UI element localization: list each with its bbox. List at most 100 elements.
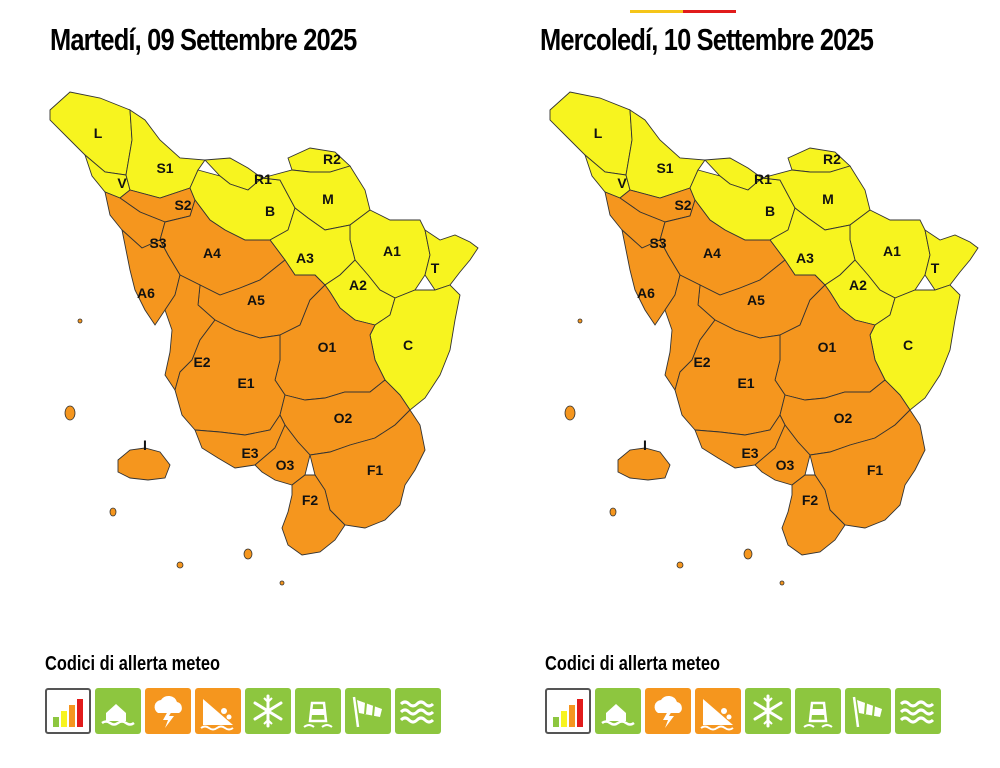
risk-level-icon[interactable]	[545, 688, 591, 734]
zone-label-o2: O2	[834, 410, 853, 426]
hydro-flood-icon[interactable]	[95, 688, 141, 734]
sea-storm-icon[interactable]	[895, 688, 941, 734]
snow-icon[interactable]	[245, 688, 291, 734]
sea-storm-icon[interactable]	[395, 688, 441, 734]
zone-label-f2: F2	[302, 492, 319, 508]
risk-level-icon[interactable]	[45, 688, 91, 734]
zone-label-s3: S3	[149, 235, 166, 251]
hydro-flood-icon[interactable]	[595, 688, 641, 734]
legend-title: Codici di allerta meteo	[45, 653, 220, 675]
zone-label-a6: A6	[137, 285, 155, 301]
zone-label-t: T	[431, 260, 440, 276]
zone-i[interactable]	[117, 447, 171, 481]
zone-label-f1: F1	[867, 462, 884, 478]
zone-f2[interactable]	[281, 474, 346, 556]
zone-label-r1: R1	[754, 171, 772, 187]
zone-label-a5: A5	[247, 292, 265, 308]
zone-label-i: I	[643, 437, 647, 453]
zone-label-e3: E3	[241, 445, 258, 461]
top-color-strip	[630, 0, 737, 13]
zone-label-o3: O3	[276, 457, 295, 473]
zone-label-m: M	[822, 191, 834, 207]
zone-label-a1: A1	[383, 243, 401, 259]
zone-label-r1: R1	[254, 171, 272, 187]
island-0	[564, 405, 576, 421]
alert-icons-row	[545, 688, 941, 734]
map-regions	[49, 91, 479, 586]
zone-t[interactable]	[924, 229, 979, 291]
zone-label-a2: A2	[849, 277, 867, 293]
forecast-panel-day1: Martedí, 09 Settembre 2025 L V S1 S2 S3 R1 R2 B…	[45, 22, 479, 734]
zone-label-c: C	[903, 337, 913, 353]
day-title: Mercoledí, 10 Settembre 2025	[540, 22, 874, 57]
zone-label-s3: S3	[649, 235, 666, 251]
landslide-icon[interactable]	[195, 688, 241, 734]
zone-label-a5: A5	[747, 292, 765, 308]
day-title: Martedí, 09 Settembre 2025	[50, 22, 357, 57]
thunderstorm-icon[interactable]	[145, 688, 191, 734]
zone-label-o1: O1	[818, 339, 837, 355]
zone-label-s1: S1	[156, 160, 173, 176]
zone-label-s2: S2	[174, 197, 191, 213]
zone-label-a2: A2	[349, 277, 367, 293]
zone-label-s1: S1	[656, 160, 673, 176]
alert-icons-row	[45, 688, 441, 734]
map-labels: L V S1 S2 S3 R1 R2 B M A1 T A3 A2 C A4 A6 A5 O1 E2 E1 O2 E3 O3…	[594, 125, 940, 508]
island-5	[77, 318, 83, 324]
strip-yellow	[630, 10, 683, 13]
zone-label-a4: A4	[703, 245, 721, 261]
zone-label-e3: E3	[741, 445, 758, 461]
zone-label-r2: R2	[823, 151, 841, 167]
island-2	[743, 548, 753, 560]
island-0	[64, 405, 76, 421]
island-1	[109, 507, 117, 517]
zone-label-o2: O2	[334, 410, 353, 426]
zone-label-r2: R2	[323, 151, 341, 167]
zone-label-v: V	[117, 175, 127, 191]
wind-icon[interactable]	[345, 688, 391, 734]
map-labels: L V S1 S2 S3 R1 R2 B M A1 T A3 A2 C A4 A6 A5 O1 E2 E1 O2 E3 O3…	[94, 125, 440, 508]
zone-label-l: L	[94, 125, 103, 141]
landslide-icon[interactable]	[695, 688, 741, 734]
tuscany-alert-map: L V S1 S2 S3 R1 R2 B M A1 T A3 A2 C A4 A6 A5 O1 E2 E1 O2 E3 O3…	[49, 91, 479, 586]
zone-label-s2: S2	[674, 197, 691, 213]
zone-label-a4: A4	[203, 245, 221, 261]
island-4	[779, 580, 785, 586]
zone-label-v: V	[617, 175, 627, 191]
zone-label-l: L	[594, 125, 603, 141]
zone-label-c: C	[403, 337, 413, 353]
ice-icon[interactable]	[295, 688, 341, 734]
zone-label-f1: F1	[367, 462, 384, 478]
zone-label-e2: E2	[193, 354, 210, 370]
zone-label-f2: F2	[802, 492, 819, 508]
wind-icon[interactable]	[845, 688, 891, 734]
legend-title: Codici di allerta meteo	[545, 653, 720, 675]
zone-label-a6: A6	[637, 285, 655, 301]
zone-label-i: I	[143, 437, 147, 453]
strip-red	[683, 10, 736, 13]
snow-icon[interactable]	[745, 688, 791, 734]
tuscany-alert-map: L V S1 S2 S3 R1 R2 B M A1 T A3 A2 C A4 A6 A5 O1 E2 E1 O2 E3 O3…	[549, 91, 979, 586]
map-regions	[549, 91, 979, 586]
zone-f2[interactable]	[781, 474, 846, 556]
zone-label-o1: O1	[318, 339, 337, 355]
island-4	[279, 580, 285, 586]
zone-label-o3: O3	[776, 457, 795, 473]
zone-label-e2: E2	[693, 354, 710, 370]
thunderstorm-icon[interactable]	[645, 688, 691, 734]
zone-i[interactable]	[617, 447, 671, 481]
zone-label-b: B	[265, 203, 275, 219]
island-2	[243, 548, 253, 560]
zone-label-b: B	[765, 203, 775, 219]
zone-label-a3: A3	[296, 250, 314, 266]
forecast-panel-day2: Mercoledí, 10 Settembre 2025 L V S1 S2 S3 R1 R…	[500, 0, 1000, 768]
island-1	[609, 507, 617, 517]
island-3	[176, 561, 184, 569]
zone-label-m: M	[322, 191, 334, 207]
island-3	[676, 561, 684, 569]
zone-t[interactable]	[424, 229, 479, 291]
ice-icon[interactable]	[795, 688, 841, 734]
zone-label-e1: E1	[737, 375, 754, 391]
island-5	[577, 318, 583, 324]
zone-label-t: T	[931, 260, 940, 276]
